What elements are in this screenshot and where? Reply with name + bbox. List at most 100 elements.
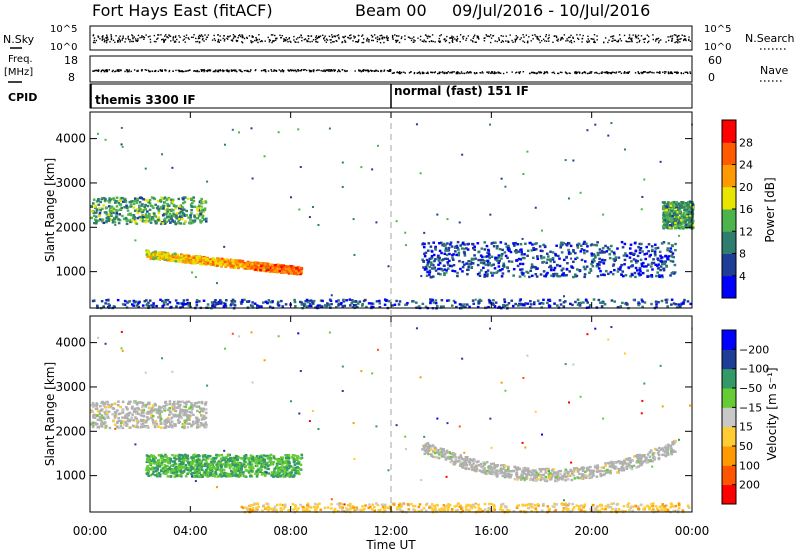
power-echo-cell xyxy=(643,301,647,304)
velocity-echo-cell xyxy=(282,466,286,469)
power-echo-cell xyxy=(201,216,204,220)
power-echo-cell xyxy=(241,298,244,302)
power-echo-cell xyxy=(150,216,154,220)
noise-sample xyxy=(237,36,239,39)
velocity-echo-cell xyxy=(237,464,241,468)
frequency-sample xyxy=(118,69,120,71)
noise-sample xyxy=(128,38,130,41)
noise-sample xyxy=(127,37,129,39)
noise-sample xyxy=(542,38,545,40)
power-echo-cell xyxy=(678,205,682,208)
frequency-sample xyxy=(601,71,603,73)
power-echo-cell xyxy=(636,254,640,258)
power-echo-cell xyxy=(375,221,378,224)
noise-sample xyxy=(505,35,507,37)
velocity-echo-cell xyxy=(162,470,166,473)
power-echo-cell xyxy=(436,255,440,259)
power-echo-cell xyxy=(430,263,434,266)
power-echo-cell xyxy=(436,213,439,216)
power-echo-cell xyxy=(170,208,174,211)
frequency-sample xyxy=(267,70,270,72)
power-echo-cell xyxy=(506,248,510,251)
noise-sample xyxy=(134,38,137,40)
frequency-sample xyxy=(148,70,150,73)
power-echo-cell xyxy=(185,258,188,262)
frequency-sample xyxy=(115,70,117,72)
power-echo-cell xyxy=(395,220,398,223)
power-echo-cell xyxy=(605,269,608,273)
power-echo-cell xyxy=(576,246,580,249)
power-echo-cell xyxy=(466,268,469,272)
power-echo-cell xyxy=(621,301,624,305)
frequency-sample xyxy=(232,69,235,71)
frequency-sample xyxy=(222,70,224,73)
noise-sample xyxy=(349,37,351,40)
noise-sample xyxy=(647,35,650,38)
power-echo-cell xyxy=(166,204,170,207)
power-echo-cell xyxy=(105,211,108,214)
power-echo-cell xyxy=(297,128,300,131)
frequency-sample xyxy=(668,72,670,75)
power-echo-cell xyxy=(190,208,193,212)
velocity-echo-cell xyxy=(230,469,233,473)
power-echo-cell xyxy=(188,261,192,264)
power-echo-cell xyxy=(437,258,440,261)
noise-sample xyxy=(474,34,476,36)
power-echo-cell xyxy=(335,300,338,303)
power-echo-cell xyxy=(281,266,285,270)
power-echo-cell xyxy=(675,213,679,216)
power-echo-cell xyxy=(454,250,457,253)
power-echo-cell xyxy=(231,298,235,302)
power-echo-cell xyxy=(321,299,324,303)
power-echo-cell xyxy=(461,260,465,264)
noise-sample xyxy=(680,37,682,40)
noise-sample xyxy=(494,40,496,42)
power-echo-cell xyxy=(689,214,692,218)
noise-sample xyxy=(569,41,571,43)
power-echo-cell xyxy=(660,256,664,259)
power-echo-cell xyxy=(286,270,289,274)
frequency-sample xyxy=(432,71,434,74)
power-echo-cell xyxy=(328,298,332,301)
power-echo-cell xyxy=(378,302,382,305)
power-echo-cell xyxy=(327,304,331,307)
power-echo-cell xyxy=(223,245,226,248)
power-echo-cell xyxy=(283,269,287,272)
power-echo-cell xyxy=(639,247,643,250)
noise-sample xyxy=(671,40,673,42)
power-echo-cell xyxy=(272,264,275,268)
noise-sample xyxy=(555,35,558,37)
noise-sample xyxy=(485,34,487,36)
noise-sample xyxy=(147,36,150,38)
velocity-echo-cell xyxy=(255,475,259,478)
noise-sample xyxy=(383,37,386,39)
power-echo-cell xyxy=(178,215,182,218)
power-echo-cell xyxy=(637,303,641,307)
noise-sample xyxy=(121,39,123,41)
noise-sample xyxy=(636,41,638,44)
noise-sample xyxy=(115,35,117,37)
power-echo-cell xyxy=(426,249,430,252)
velocity-echo-cell xyxy=(248,471,251,474)
noise-sample xyxy=(387,39,389,42)
velocity-echo-cell xyxy=(217,468,221,471)
power-echo-cell xyxy=(687,205,690,209)
noise-sample xyxy=(421,40,424,42)
frequency-sample xyxy=(673,71,676,73)
frequency-sample xyxy=(456,72,459,75)
power-echo-cell xyxy=(170,214,174,218)
power-echo-cell xyxy=(443,268,447,271)
power-echo-cell xyxy=(501,248,504,252)
power-echo-cell xyxy=(268,305,272,309)
power-echo-cell xyxy=(558,299,562,302)
frequency-sample xyxy=(470,72,472,74)
power-echo-cell xyxy=(92,198,96,201)
noise-sample xyxy=(398,35,400,37)
power-echo-cell xyxy=(529,303,533,306)
power-echo-cell xyxy=(534,206,537,209)
power-echo-cell xyxy=(671,214,674,218)
power-echo-cell xyxy=(146,252,150,255)
power-echo-cell xyxy=(262,301,265,304)
power-echo-cell xyxy=(251,304,254,307)
power-echo-cell xyxy=(688,216,691,219)
